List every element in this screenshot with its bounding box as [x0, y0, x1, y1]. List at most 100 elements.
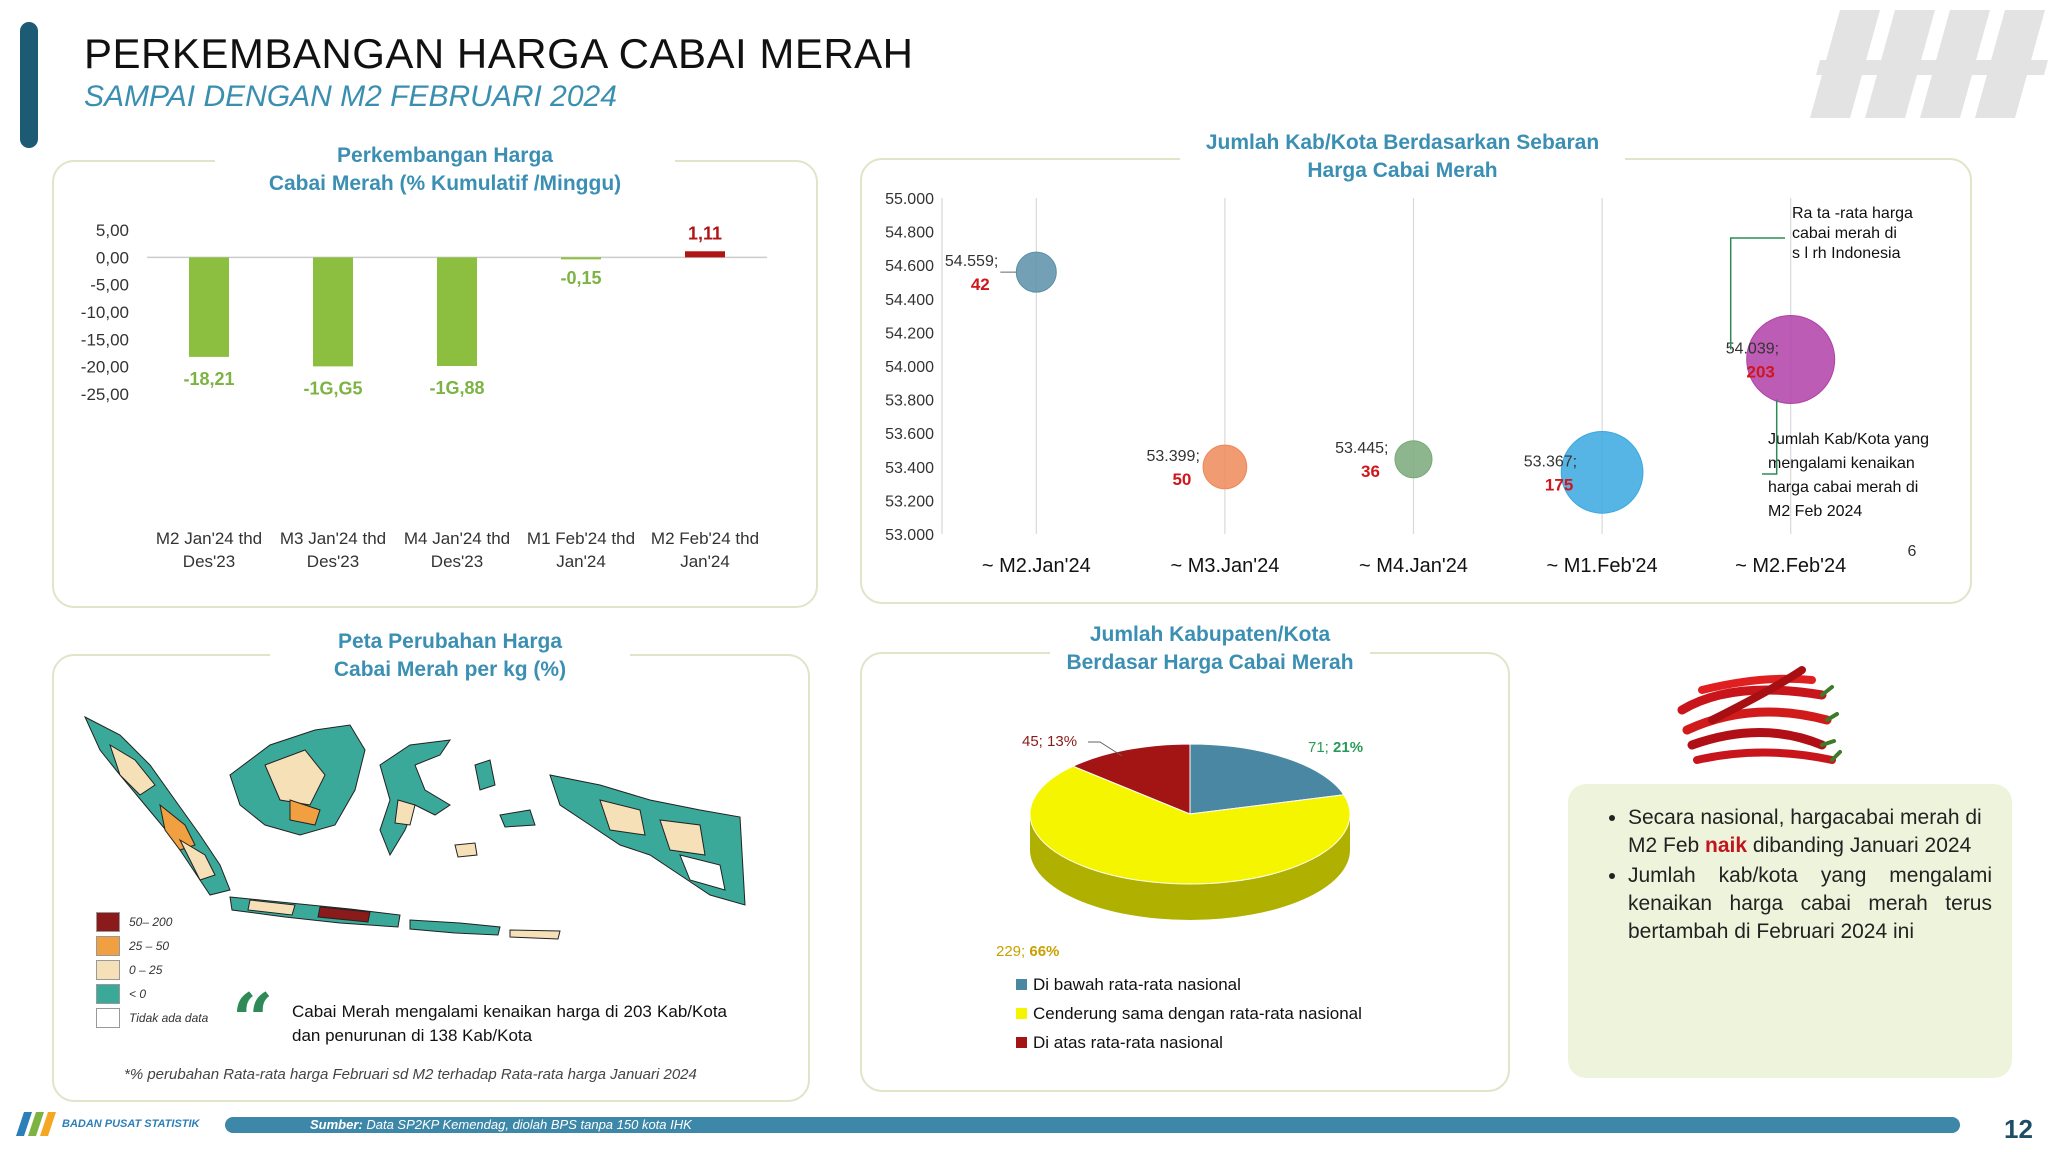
page-number: 12 — [2004, 1114, 2033, 1144]
pie-legend-label-1: Di bawah rata-rata nasional — [1033, 975, 1241, 994]
bubble-value-label: 54.039; — [1726, 340, 1779, 357]
pie-legend-label-2: Cenderung sama dengan rata-rata nasional — [1033, 1004, 1362, 1023]
page-title: PERKEMBANGAN HARGA CABAI MERAH — [84, 30, 914, 77]
bubble-annotation-avg: cabai merah di — [1792, 225, 1897, 242]
map-legend-label: 25 – 50 — [129, 939, 170, 953]
page-subtitle: SAMPAI DENGAN M2 FEBRUARI 2024 — [84, 80, 617, 113]
map-legend-item: 25 – 50 — [96, 934, 246, 958]
bubble-annotation-avg: s l rh Indonesia — [1792, 245, 1901, 262]
bar-chart-panel — [52, 160, 818, 608]
bubble-chart-title-line1: Jumlah Kab/Kota Berdasarkan Sebaran — [1205, 131, 1600, 154]
map-legend-label: < 0 — [129, 987, 147, 1001]
map-legend-item: < 0 — [96, 982, 246, 1006]
pie-label-below: 71; 21% — [1308, 739, 1363, 756]
pie-slice-3 — [1071, 743, 1191, 815]
bubble-x-label: ~ M3.Jan'24 — [1170, 555, 1279, 577]
map-quote: Cabai Merah mengalami kenaikan harga di … — [292, 1002, 727, 1045]
map-legend-swatch — [96, 1008, 120, 1028]
bubble-annotation-count-leader — [1762, 399, 1778, 475]
bubble-ytick-label: 54.000 — [885, 359, 934, 376]
bar-ytick-label: -15,00 — [81, 330, 129, 349]
bubble-ytick-label: 54.800 — [885, 225, 934, 242]
bar-ytick-label: 0,00 — [96, 248, 129, 267]
map-legend-label: 50– 200 — [129, 915, 173, 929]
bubble-x-label: ~ M4.Jan'24 — [1359, 555, 1468, 577]
bubble-5 — [1746, 314, 1836, 404]
bar-ytick-label: -25,00 — [81, 385, 129, 404]
summary-note: Secara nasional, hargacabai merah di M2 … — [1568, 784, 2012, 1078]
bubble-count-label: 203 — [1747, 362, 1775, 381]
map-legend-swatch — [96, 912, 120, 932]
bar-category-label: M4 Jan'24 thd — [404, 529, 510, 548]
bar-category-label: M2 Feb'24 thd — [651, 529, 759, 548]
bubble-annotation-avg-leader — [1729, 237, 1785, 350]
bar-category-label: Des'23 — [307, 552, 359, 571]
bar-2 — [313, 257, 353, 367]
bar-4 — [561, 257, 601, 260]
bubble-ytick-label: 53.000 — [885, 527, 934, 544]
bubble-ytick-label: 53.400 — [885, 460, 934, 477]
summary-bullet-1: Secara nasional, hargacabai merah di M2 … — [1628, 804, 1992, 860]
bubble-ytick-label: 53.800 — [885, 393, 934, 410]
bar-1 — [189, 257, 229, 357]
bubble-ytick-label: 54.600 — [885, 258, 934, 275]
bar-data-label: 1,11 — [688, 223, 722, 243]
map-legend-swatch — [96, 960, 120, 980]
bar-data-label: -1G,G5 — [303, 378, 362, 398]
map-legend: 50– 200 25 – 50 0 – 25 < 0 Tidak ada data — [96, 910, 246, 1030]
bubble-annotation-count: harga cabai merah di — [1768, 479, 1918, 496]
red-chili-image — [1677, 666, 1842, 764]
bubble-x-label: ~ M1.Feb'24 — [1547, 555, 1658, 577]
bubble-4 — [1560, 430, 1644, 514]
bps-deco-graphic — [1810, 10, 2048, 118]
bubble-annotation-count: M2 Feb 2024 — [1768, 503, 1862, 520]
bar-ytick-label: -5,00 — [90, 276, 129, 295]
map-legend-label: Tidak ada data — [129, 1011, 209, 1025]
bubble-3 — [1394, 440, 1433, 479]
summary-bullet-2: Jumlah kab/kota yang mengalami kenaikan … — [1628, 862, 1992, 946]
bar-category-label: M3 Jan'24 thd — [280, 529, 386, 548]
indonesia-map — [83, 715, 746, 940]
bubble-2 — [1202, 444, 1248, 490]
bubble-ytick-label: 55.000 — [885, 191, 934, 208]
pie-slice-2 — [1029, 765, 1351, 885]
bar-3 — [437, 257, 477, 367]
map-footnote: *% perubahan Rata-rata harga Februari sd… — [124, 1066, 697, 1083]
bubble-ytick-label: 53.200 — [885, 493, 934, 510]
bubble-value-label: 53.367; — [1524, 453, 1577, 470]
accent-bar — [20, 22, 38, 148]
bar-chart-title-line2: Cabai Merah (% Kumulatif /Minggu) — [268, 172, 622, 195]
map-title-line2: Cabai Merah per kg (%) — [333, 658, 567, 681]
map-legend-swatch — [96, 936, 120, 956]
bar-ytick-label: -20,00 — [81, 358, 129, 377]
bar-chart: 5,00 0,00 -5,00 -10,00 -15,00 -20,00 -25,00 -18… — [81, 221, 767, 571]
footer-source: Sumber: Data SP2KP Kemendag, diolah BPS … — [310, 1117, 692, 1132]
pie-chart-title-line1: Jumlah Kabupaten/Kota — [1089, 623, 1331, 646]
bubble-count-label: 50 — [1172, 470, 1191, 489]
map-title: Peta Perubahan Harga Cabai Merah per kg … — [270, 628, 630, 684]
bubble-x-label: ~ M2.Jan'24 — [982, 555, 1091, 577]
bubble-chart-title-line2: Harga Cabai Merah — [1307, 159, 1498, 182]
bubble-corner-number: 6 — [1908, 543, 1917, 560]
bubble-value-label: 53.399; — [1147, 448, 1200, 465]
map-legend-swatch — [96, 984, 120, 1004]
pie-label-above: 45; 13% — [1022, 733, 1077, 750]
bar-ytick-label: -10,00 — [81, 303, 129, 322]
bar-category-label: M1 Feb'24 thd — [527, 529, 635, 548]
bar-data-label: -18,21 — [183, 369, 234, 389]
bubble-annotation-count: Jumlah Kab/Kota yang — [1768, 431, 1929, 448]
pie-chart: 71; 21% 229; 66% 45; 13% Di bawah rata-rata… — [996, 733, 1363, 1052]
bps-logo-icon — [16, 1112, 56, 1136]
bar-category-label: Jan'24 — [556, 552, 606, 571]
quote-mark-icon: “ — [232, 977, 274, 1062]
bubble-annotation-count: mengalami kenaikan — [1768, 455, 1915, 472]
pie-legend-swatch-1 — [1016, 979, 1027, 990]
map-legend-item: Tidak ada data — [96, 1006, 246, 1030]
bubble-ytick-label: 53.600 — [885, 426, 934, 443]
bubble-count-label: 36 — [1361, 462, 1380, 481]
pie-chart-title-line2: Berdasar Harga Cabai Merah — [1066, 651, 1354, 674]
pie-side-2 — [1030, 814, 1350, 920]
bubble-1 — [1015, 251, 1057, 293]
bar-category-label: Jan'24 — [680, 552, 730, 571]
bubble-chart-title: Jumlah Kab/Kota Berdasarkan Sebaran Harg… — [1180, 129, 1625, 185]
